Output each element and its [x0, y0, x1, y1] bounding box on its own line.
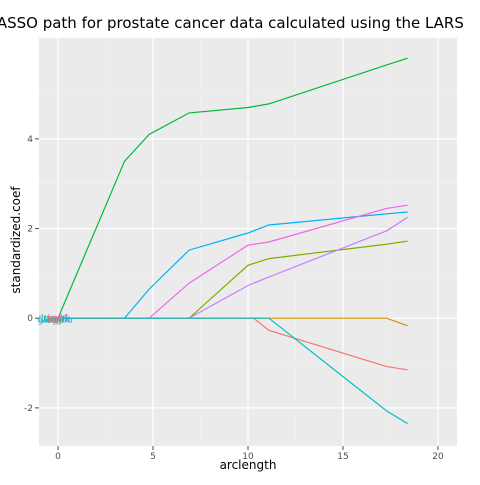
x-tick-label: 15: [337, 452, 348, 462]
path-start-label: lcp: [48, 314, 61, 324]
path-start-label: gleason: [37, 316, 72, 326]
x-tick-label: 0: [55, 452, 61, 462]
plot-area: 0 5 10 15 20 -2 0 2 4 lcavollweightsvilbphpgg45ag…: [24, 38, 457, 462]
x-tick-label: 20: [432, 452, 444, 462]
y-tick-label: 4: [27, 135, 33, 145]
x-tick-label: 5: [150, 452, 156, 462]
path-start-label: lweight: [39, 316, 72, 326]
coefficient-path-line: [54, 317, 408, 425]
x-tick-label: 10: [242, 452, 254, 462]
coefficient-path-line: [54, 211, 408, 319]
path-start-label: svi: [50, 314, 63, 324]
y-tick-label: -2: [24, 404, 33, 414]
y-tick-label: 2: [27, 225, 33, 235]
path-start-label: age: [47, 316, 64, 326]
coefficient-path-line: [54, 57, 408, 319]
y-tick-label: 0: [27, 314, 33, 324]
path-start-label: lcavol: [41, 314, 67, 324]
path-start-label: pgg45: [41, 314, 70, 324]
chart-title: LASSO path for prostate cancer data calc…: [0, 14, 464, 32]
path-start-label: lbph: [44, 316, 64, 326]
y-axis-label: standardized.coef: [9, 186, 23, 294]
x-axis-label: arclength: [220, 458, 277, 472]
